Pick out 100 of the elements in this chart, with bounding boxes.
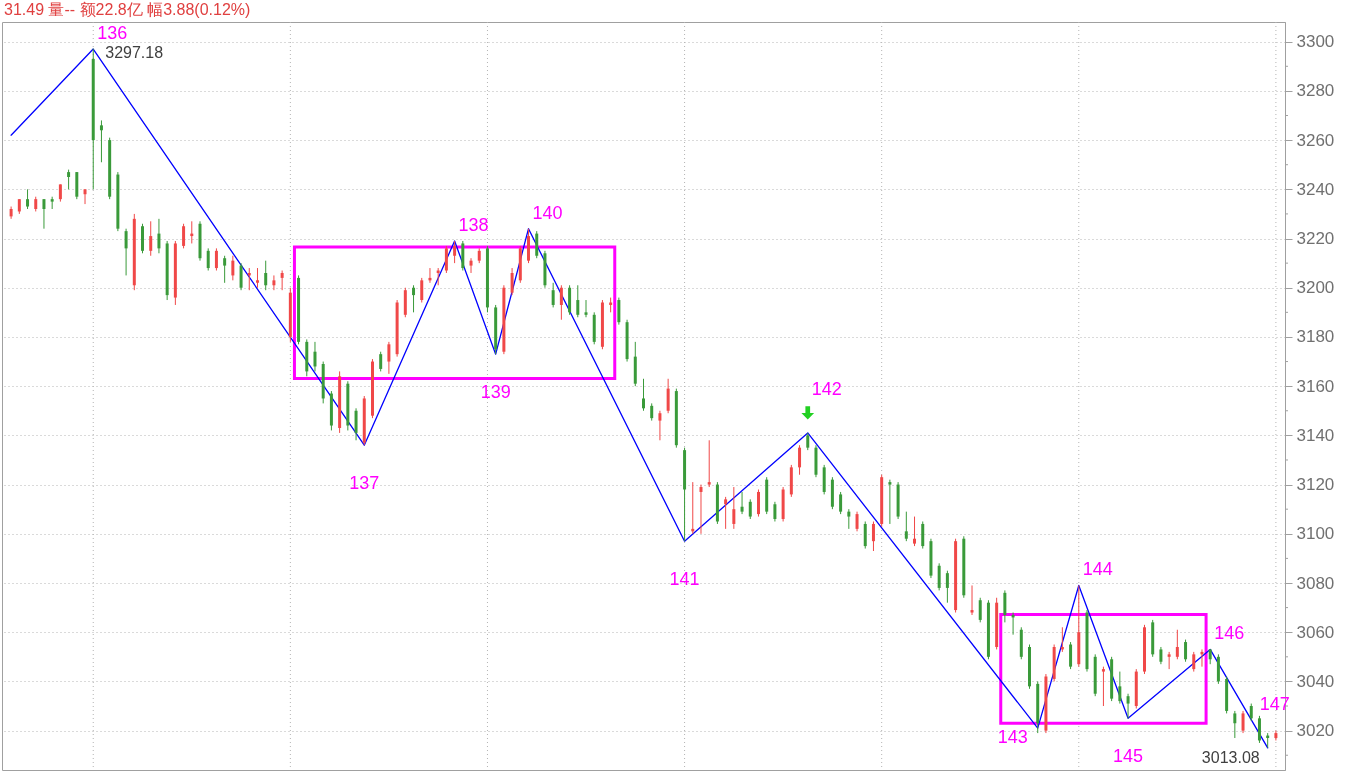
y-tick-label: 3080: [1296, 573, 1335, 593]
candlestick: [551, 282, 555, 308]
y-tick-label: 3280: [1296, 81, 1335, 101]
candlestick: [1101, 666, 1105, 707]
candlestick: [584, 299, 588, 318]
candlestick: [231, 255, 235, 281]
candlestick: [453, 240, 457, 264]
candlestick: [1192, 651, 1196, 673]
candlestick: [255, 267, 259, 289]
candlestick: [42, 198, 46, 230]
candlestick: [83, 188, 87, 205]
y-tick-label: 3260: [1296, 130, 1335, 150]
candlestick: [420, 277, 424, 303]
y-tick-label: 3200: [1296, 278, 1335, 298]
candlestick: [1118, 671, 1122, 705]
text: 3297.18: [105, 43, 164, 61]
candlestick: [157, 218, 161, 254]
candlestick: [223, 255, 227, 284]
y-tick-label: 3040: [1296, 671, 1335, 691]
annotation: 136: [97, 23, 128, 44]
y-tick-label: 3120: [1296, 475, 1335, 495]
candlestick: [313, 341, 317, 372]
candlestick: [354, 407, 358, 441]
candlestick: [839, 491, 843, 515]
candlestick: [272, 274, 276, 291]
candlestick: [535, 230, 539, 259]
annotation: 146: [1214, 623, 1245, 644]
candlestick: [1069, 641, 1073, 670]
candlestick: [773, 501, 777, 522]
candlestick: [970, 584, 974, 616]
candlestick: [469, 257, 473, 274]
y-tick-label: 3140: [1296, 425, 1335, 445]
candlestick: [871, 520, 875, 552]
candlestick: [1184, 639, 1188, 663]
candlestick: [264, 260, 268, 291]
candlestick: [945, 570, 949, 604]
candlestick: [510, 267, 514, 296]
text: 31.49 量-- 额22.8亿 幅3.88(0.12%): [4, 1, 251, 18]
candlestick: [1003, 589, 1007, 623]
annotation: 140: [532, 202, 563, 223]
candlestick: [724, 496, 728, 530]
candlestick: [99, 119, 103, 163]
candlestick: [559, 284, 563, 321]
candlestick: [921, 520, 925, 550]
annotation: 142: [811, 378, 842, 399]
candlestick: [847, 508, 851, 530]
candlestick: [855, 511, 859, 532]
candlestick: [913, 516, 917, 547]
annotation: 139: [480, 382, 511, 403]
candlestick: [206, 247, 210, 272]
candlestick: [707, 439, 711, 488]
annotation: 141: [669, 569, 700, 590]
candlestick: [666, 378, 670, 414]
candlestick: [798, 444, 802, 476]
candlestick: [387, 341, 391, 375]
candlestick: [149, 220, 153, 257]
y-tick-label: 3300: [1296, 32, 1335, 52]
candlestick: [1257, 715, 1261, 744]
candlestick: [67, 169, 71, 190]
candlestick: [576, 284, 580, 318]
candlestick: [617, 297, 621, 326]
candlestick: [182, 223, 186, 249]
annotation: 147: [1259, 693, 1290, 714]
y-tick-label: 3240: [1296, 179, 1335, 199]
candlestick: [740, 491, 744, 515]
candlestick: [904, 511, 908, 542]
y-tick-label: 3220: [1296, 229, 1335, 249]
y-tick-label: 3020: [1296, 721, 1335, 741]
candlestick: [642, 378, 645, 412]
candlestick: [280, 270, 284, 291]
y-tick-label: 3100: [1296, 524, 1335, 544]
y-tick-label: 3180: [1296, 327, 1335, 347]
candlestick: [124, 228, 128, 276]
candlestick: [699, 484, 703, 535]
candlestick: [748, 498, 752, 520]
candlestick: [658, 410, 662, 441]
candlestick: [1175, 629, 1179, 660]
annotation: 143: [997, 727, 1028, 748]
candlestick: [1241, 710, 1245, 734]
candlestick: [444, 245, 448, 274]
candlestick: [1167, 651, 1171, 670]
candlestick: [863, 520, 867, 550]
candlestick: [379, 351, 383, 372]
candlestick: [732, 486, 736, 530]
candlestick: [978, 597, 982, 623]
candlestick: [888, 479, 892, 525]
candlestick: [26, 188, 30, 210]
candlestick: [412, 284, 416, 313]
candlestick: [1233, 710, 1237, 739]
text: 3013.08: [1201, 748, 1260, 766]
annotation: 145: [1113, 746, 1144, 767]
candlestick: [1126, 693, 1130, 719]
candlestick: [756, 489, 760, 518]
candlestick: [937, 562, 941, 591]
candlestick: [239, 262, 243, 291]
y-tick-label: 3060: [1296, 622, 1335, 642]
annotation: 138: [458, 214, 489, 235]
candlestick: [214, 247, 218, 272]
annotation: 144: [1082, 559, 1113, 580]
annotation: 137: [349, 473, 380, 494]
